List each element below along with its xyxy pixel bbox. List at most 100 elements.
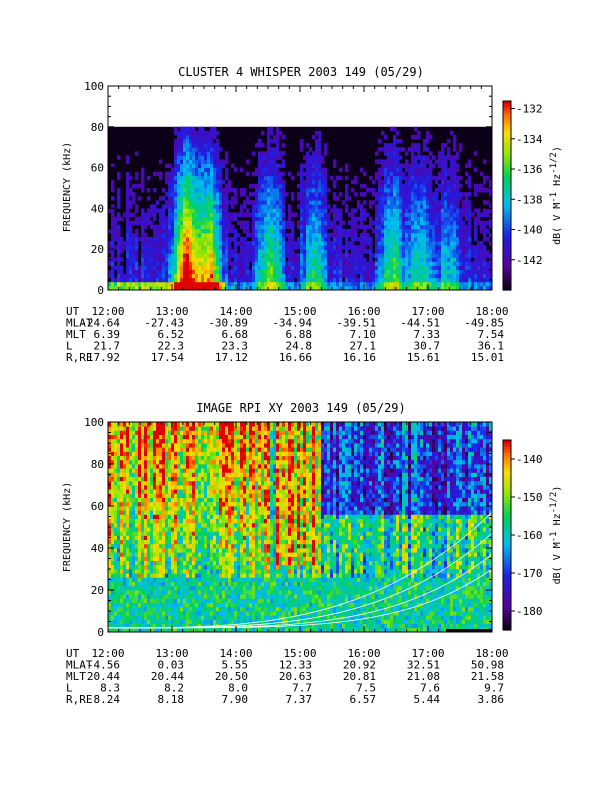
spectrogram-cell (108, 498, 111, 503)
spectrogram-cell (225, 274, 228, 278)
spectrogram-cell (138, 468, 141, 473)
spectrogram-cell (135, 514, 138, 519)
spectrogram-cell (141, 435, 144, 440)
spectrogram-cell (273, 172, 276, 176)
spectrogram-cell (156, 472, 159, 477)
spectrogram-cell (207, 151, 210, 155)
spectrogram-cell (111, 577, 114, 582)
spectrogram-cell (438, 225, 441, 229)
spectrogram-cell (438, 176, 441, 180)
spectrogram-cell (201, 159, 204, 163)
spectrogram-cell (120, 502, 123, 507)
spectrogram-cell (150, 586, 153, 591)
spectrogram-cell (402, 176, 405, 180)
spectrogram-cell (159, 565, 162, 570)
spectrogram-cell (297, 241, 300, 245)
spectrogram-cell (453, 245, 456, 249)
spectrogram-cell (111, 615, 114, 620)
spectrogram-cell (285, 282, 288, 286)
spectrogram-cell (261, 155, 264, 159)
spectrogram-cell (174, 204, 177, 208)
spectrogram-cell (471, 282, 474, 286)
spectrogram-cell (147, 506, 150, 511)
spectrogram-cell (219, 266, 222, 270)
spectrogram-cell (324, 237, 327, 241)
spectrogram-cell (171, 502, 174, 507)
spectrogram-cell (195, 261, 198, 265)
spectrogram-cell (171, 615, 174, 620)
spectrogram-cell (267, 266, 270, 270)
spectrogram-cell (375, 176, 378, 180)
spectrogram-cell (213, 155, 216, 159)
spectrogram-cell (291, 261, 294, 265)
spectrogram-cell (150, 502, 153, 507)
spectrogram-cell (183, 127, 186, 131)
spectrogram-cell (165, 451, 168, 456)
spectrogram-cell (228, 249, 231, 253)
spectrogram-cell (186, 188, 189, 192)
spectrogram-cell (342, 200, 345, 204)
spectrogram-cell (390, 274, 393, 278)
spectrogram-cell (207, 212, 210, 216)
spectrogram-cell (258, 221, 261, 225)
spectrogram-cell (321, 270, 324, 274)
spectrogram-cell (162, 565, 165, 570)
spectrogram-cell (117, 493, 120, 498)
spectrogram-cell (147, 523, 150, 528)
spectrogram-cell (375, 249, 378, 253)
spectrogram-cell (468, 253, 471, 257)
spectrogram-cell (219, 192, 222, 196)
spectrogram-cell (177, 180, 180, 184)
spectrogram-cell (111, 514, 114, 519)
spectrogram-cell (153, 485, 156, 490)
spectrogram-cell (273, 278, 276, 282)
spectrogram-cell (441, 184, 444, 188)
spectrogram-cell (312, 155, 315, 159)
spectrogram-cell (231, 261, 234, 265)
spectrogram-cell (171, 586, 174, 591)
spectrogram-cell (450, 131, 453, 135)
spectrogram-cell (132, 506, 135, 511)
spectrogram-cell (306, 249, 309, 253)
spectrogram-cell (138, 590, 141, 595)
spectrogram-cell (279, 241, 282, 245)
spectrogram-cell (414, 212, 417, 216)
spectrogram-cell (270, 159, 273, 163)
spectrogram-cell (267, 261, 270, 265)
spectrogram-cell (177, 586, 180, 591)
spectrogram-cell (258, 245, 261, 249)
spectrogram-cell (204, 151, 207, 155)
spectrogram-cell (165, 552, 168, 557)
spectrogram-cell (462, 200, 465, 204)
spectrogram-cell (258, 155, 261, 159)
spectrogram-cell (423, 196, 426, 200)
spectrogram-cell (333, 282, 336, 286)
spectrogram-cell (135, 535, 138, 540)
spectrogram-cell (147, 188, 150, 192)
spectrogram-cell (285, 278, 288, 282)
spectrogram-cell (456, 192, 459, 196)
spectrogram-cell (297, 257, 300, 261)
spectrogram-cell (468, 221, 471, 225)
spectrogram-cell (141, 565, 144, 570)
spectrogram-cell (141, 544, 144, 549)
spectrogram-cell (150, 447, 153, 452)
spectrogram-cell (135, 561, 138, 566)
spectrogram-cell (309, 270, 312, 274)
spectrogram-cell (426, 172, 429, 176)
spectrogram-cell (483, 229, 486, 233)
spectrogram-cell (444, 249, 447, 253)
spectrogram-cell (249, 184, 252, 188)
spectrogram-cell (117, 544, 120, 549)
spectrogram-cell (393, 261, 396, 265)
spectrogram-cell (336, 249, 339, 253)
spectrogram-cell (132, 266, 135, 270)
spectrogram-cell (129, 498, 132, 503)
spectrogram-cell (432, 200, 435, 204)
spectrogram-cell (318, 196, 321, 200)
spectrogram-cell (114, 569, 117, 574)
spectrogram-cell (447, 278, 450, 282)
spectrogram-cell (303, 217, 306, 221)
spectrogram-cell (114, 460, 117, 465)
spectrogram-cell (390, 241, 393, 245)
